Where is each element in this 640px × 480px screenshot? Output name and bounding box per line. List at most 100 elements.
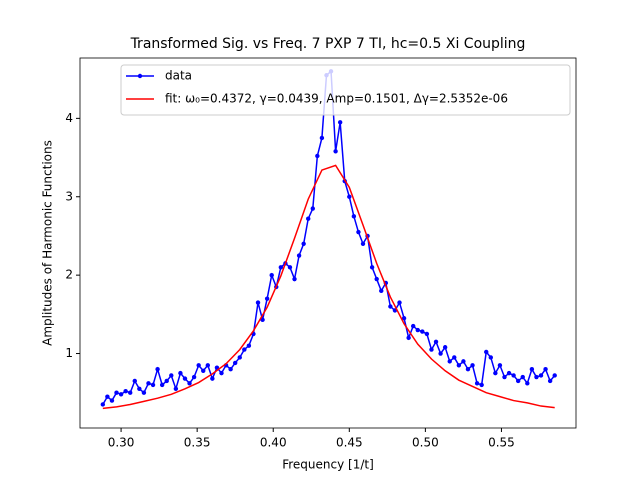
data-point [438,351,443,356]
data-point [356,229,361,235]
data-point [150,382,156,388]
data-point [433,339,439,344]
data-point [447,359,452,364]
data-point [146,381,151,386]
x-tick-label: 0.30 [108,436,135,450]
data-point [210,376,215,381]
data-point [456,363,462,368]
data-point [246,343,252,348]
data-point [411,323,416,329]
data-point [406,335,411,341]
data-point [214,365,220,370]
data-point [351,214,357,219]
legend-box [120,64,571,116]
x-tick-label: 0.55 [488,436,515,450]
data-point [470,363,475,368]
data-point [493,370,498,376]
data-point [219,370,224,376]
data-point [429,347,434,352]
data-point [155,367,160,372]
data-point [169,373,174,378]
data-point [319,135,325,141]
data-point [178,370,183,376]
data-point [538,373,544,378]
y-tick-label: 3 [65,189,73,203]
data-point [114,390,119,395]
chart-title: Transformed Sig. vs Freq. 7 PXP 7 TI, hc… [130,36,526,52]
data-point [164,378,169,384]
x-axis-label: Frequency [1/t] [282,458,374,472]
data-point [360,241,366,246]
data-point [306,216,311,221]
data-point [137,386,142,392]
data-point [201,368,206,373]
data-point [401,316,407,321]
data-point [461,359,466,364]
y-tick-label: 2 [65,268,73,282]
data-point [232,360,238,366]
data-point [534,374,539,380]
data-point [424,331,430,337]
data-point [242,347,247,352]
x-tick-label: 0.40 [260,436,287,450]
data-point [292,276,297,282]
series-line [102,164,555,410]
data-point [379,288,384,294]
data-point [109,398,115,403]
data-point [278,265,284,270]
data-point [347,194,352,199]
data-point [415,327,420,333]
data-point [105,394,110,399]
data-point [182,376,188,381]
data-point [511,373,516,378]
data-point [159,382,165,388]
data-point [196,363,201,368]
data-point [479,382,484,388]
data-point [310,206,315,211]
legend-label: fit: ω₀=0.4372, γ=0.0439, Amp=0.1501, Δγ… [165,92,508,106]
y-axis-label: Amplitudes of Harmonic Functions [41,140,55,346]
data-point [205,363,211,368]
data-point [388,304,393,309]
x-tick-label: 0.45 [336,436,363,450]
data-point [128,390,133,395]
legend-label: data [165,69,192,83]
data-point [515,378,521,384]
data-point [420,329,425,334]
data-point [397,300,402,305]
data-point [228,367,233,372]
data-point [260,317,265,323]
data-point [255,300,261,305]
data-point [488,355,493,360]
data-point [525,381,530,386]
data-point [442,345,448,350]
data-point [529,367,535,372]
data-point [141,390,147,395]
data-point [100,402,106,407]
data-point [484,349,489,355]
data-point [369,265,375,270]
data-point [543,367,548,372]
data-point [374,276,379,282]
data-point [337,120,343,125]
data-point [123,388,128,394]
data-point [552,373,557,378]
plot-frame [79,57,577,429]
data-point [301,241,306,246]
data-point [264,296,270,301]
data-point [474,381,480,386]
data-point [287,265,293,270]
data-point [315,153,320,159]
data-point [237,355,242,360]
data-point [452,355,457,360]
data-point [187,381,192,386]
data-point [497,363,503,368]
data-point [173,386,179,392]
data-point [547,378,553,384]
x-tick-label: 0.50 [412,436,439,450]
data-point [465,367,471,372]
legend-marker [137,73,143,79]
data-point [333,149,338,154]
data-point [502,374,507,380]
